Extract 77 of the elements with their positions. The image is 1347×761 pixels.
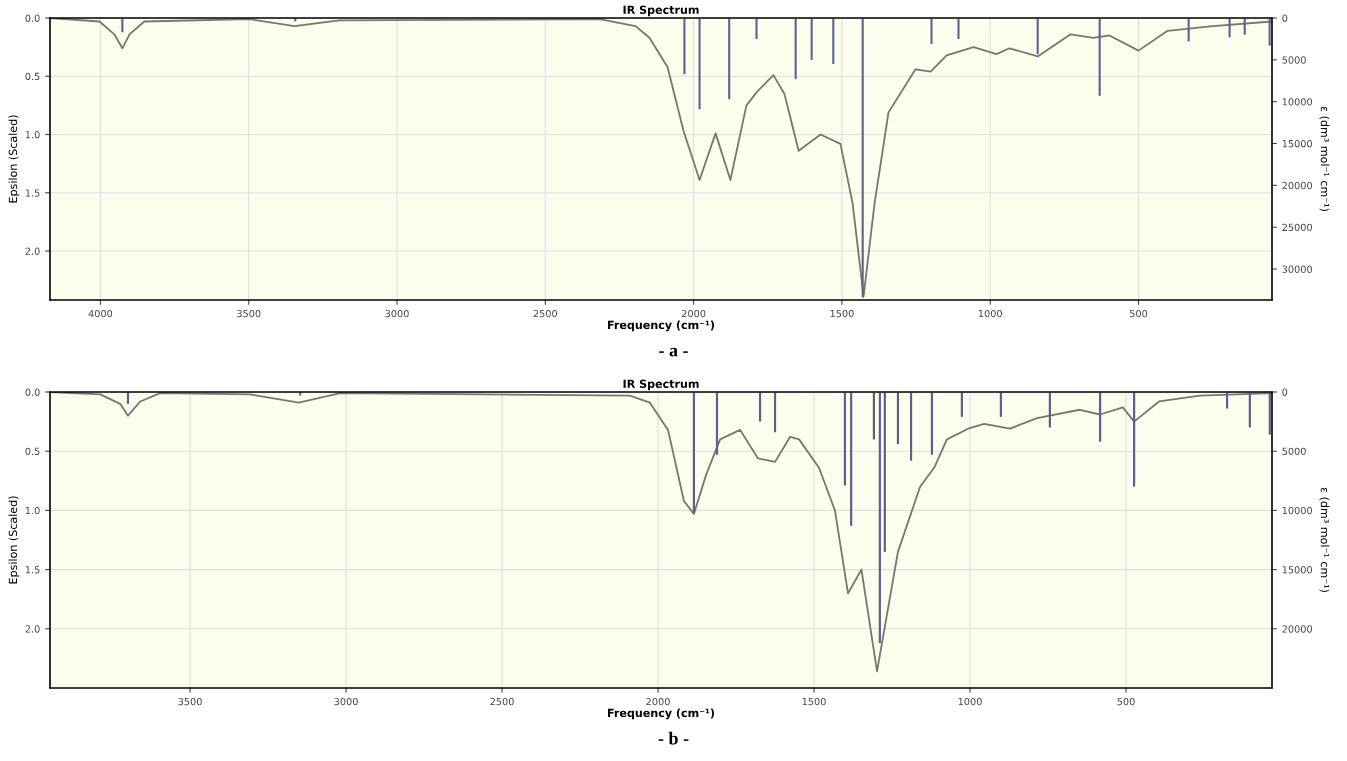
x-tick-label: 1500 — [830, 309, 854, 318]
x-tick-label: 2500 — [533, 309, 558, 318]
chart-title: IR Spectrum — [623, 379, 699, 391]
y-tick-label: 0.5 — [25, 72, 40, 81]
x-tick-label: 3500 — [237, 309, 261, 318]
x-tick-label: 3000 — [385, 309, 409, 318]
x-axis-title: Frequency (cm⁻¹) — [608, 320, 715, 332]
y2-tick-label: 10000 — [1282, 98, 1312, 106]
x-tick-label: 2000 — [646, 697, 670, 706]
y2-tick-label: 20000 — [1282, 625, 1312, 633]
bar — [1098, 18, 1101, 96]
y2-tick-label: 30000 — [1282, 265, 1312, 273]
bar — [1048, 392, 1051, 428]
bar — [683, 18, 686, 75]
y-tick-label: 1.0 — [25, 131, 40, 139]
y-tick-label: 0.0 — [25, 14, 40, 22]
y2-axis-title: ε (dm³ mol⁻¹ cm⁻¹) — [1319, 106, 1330, 211]
bar — [1268, 392, 1271, 435]
bar — [957, 18, 960, 39]
bar — [930, 18, 933, 44]
text: - a - — [659, 347, 688, 357]
y-tick-label: 1.5 — [25, 566, 40, 574]
y2-tick-label: 0 — [1282, 388, 1288, 396]
bar — [883, 392, 886, 552]
bar — [1243, 18, 1246, 35]
bar — [755, 18, 758, 39]
bar — [878, 392, 881, 644]
bar — [1036, 18, 1039, 54]
x-axis-title: Frequency (cm⁻¹) — [608, 708, 715, 720]
y-tick-label: 2.0 — [25, 625, 40, 633]
y2-axis-title: ε (dm³ mol⁻¹ cm⁻¹) — [1319, 487, 1330, 592]
bar — [909, 392, 913, 461]
x-tick-label: 3500 — [178, 697, 202, 706]
y-tick-label: 0.5 — [25, 447, 40, 456]
text: - b - — [658, 731, 689, 745]
x-tick-label: 500 — [1117, 697, 1135, 706]
x-tick-label: 2500 — [490, 697, 514, 706]
y2-tick-label: 15000 — [1282, 566, 1312, 574]
y-tick-label: 1.5 — [25, 189, 40, 197]
bar — [1099, 392, 1102, 442]
bar — [843, 392, 846, 486]
bar — [832, 18, 835, 65]
bar — [728, 18, 731, 100]
bar — [1228, 18, 1231, 38]
bar — [1133, 392, 1136, 487]
bar — [850, 392, 853, 526]
x-tick-label: 2000 — [681, 309, 706, 318]
y2-tick-label: 15000 — [1282, 140, 1312, 148]
y-axis-title: Epsilon (Scaled) — [8, 115, 20, 203]
x-tick-label: 4000 — [88, 309, 113, 318]
y2-tick-label: 25000 — [1282, 223, 1312, 232]
bar — [715, 392, 719, 455]
y2-tick-label: 10000 — [1282, 506, 1312, 515]
x-tick-label: 1000 — [978, 309, 1002, 318]
x-tick-label: 500 — [1130, 309, 1148, 318]
y2-tick-label: 20000 — [1282, 181, 1312, 190]
y2-tick-label: 0 — [1282, 14, 1288, 22]
y-tick-label: 2.0 — [25, 247, 40, 255]
bar — [698, 18, 701, 110]
bar — [1268, 18, 1271, 46]
y-tick-label: 1.0 — [25, 506, 40, 515]
y-axis-title: Epsilon (Scaled) — [8, 496, 20, 584]
chart-title: IR Spectrum — [623, 5, 699, 17]
y-tick-label: 0.0 — [25, 388, 40, 396]
bar — [810, 18, 813, 60]
line-series — [50, 18, 1272, 298]
x-tick-label: 1000 — [958, 697, 982, 706]
bar — [1187, 18, 1190, 42]
y2-tick-label: 5000 — [1282, 447, 1306, 456]
bar — [794, 18, 797, 80]
x-tick-label: 1500 — [802, 697, 826, 706]
x-tick-label: 3000 — [334, 697, 358, 706]
bar — [692, 392, 696, 513]
bar — [1248, 392, 1251, 428]
bar — [861, 18, 864, 298]
y2-tick-label: 5000 — [1282, 56, 1306, 64]
bar — [930, 392, 934, 455]
